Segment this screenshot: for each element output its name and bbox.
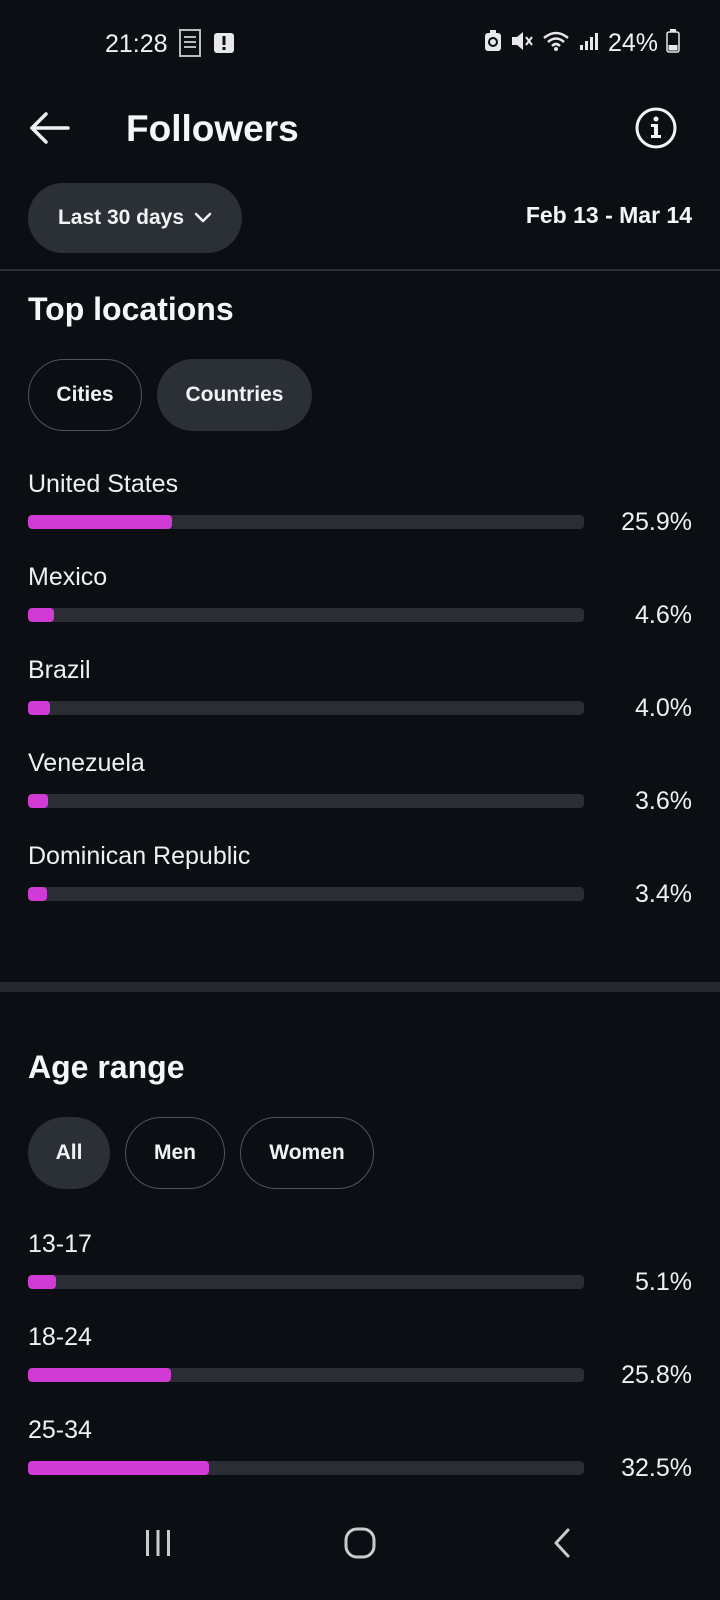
progress-fill	[28, 1461, 209, 1475]
progress-fill	[28, 515, 172, 529]
tab-cities[interactable]: Cities	[28, 359, 142, 431]
age-label: 18-24	[28, 1323, 92, 1351]
progress-track	[28, 1368, 584, 1382]
tab-men[interactable]: Men	[125, 1117, 225, 1189]
age-percentage: 25.8%	[621, 1361, 692, 1389]
age-range-title: Age range	[28, 1049, 185, 1085]
progress-track	[28, 887, 584, 901]
location-row: Brazil 4.0%	[28, 656, 692, 736]
progress-fill	[28, 887, 47, 901]
signal-icon	[578, 30, 600, 57]
age-row: 13-17 5.1%	[28, 1230, 692, 1310]
age-row: 25-34 32.5%	[28, 1416, 692, 1496]
status-time: 21:28	[105, 30, 168, 58]
recent-apps-icon	[146, 1530, 170, 1556]
age-percentage: 32.5%	[621, 1454, 692, 1482]
progress-fill	[28, 608, 54, 622]
location-label: Brazil	[28, 656, 91, 684]
location-percentage: 4.6%	[635, 601, 692, 629]
age-row: 18-24 25.8%	[28, 1323, 692, 1403]
tab-countries[interactable]: Countries	[157, 359, 312, 431]
battery-icon	[666, 29, 680, 58]
system-nav-bar	[0, 1484, 720, 1600]
mute-icon	[510, 30, 534, 57]
location-row: United States 25.9%	[28, 470, 692, 550]
progress-fill	[28, 1368, 172, 1382]
divider	[0, 269, 720, 271]
nav-back-button[interactable]	[532, 1518, 592, 1568]
location-label: United States	[28, 470, 179, 498]
location-label: Dominican Republic	[28, 842, 251, 870]
progress-track	[28, 608, 584, 622]
alert-icon	[213, 32, 235, 59]
back-button[interactable]	[24, 102, 76, 154]
wifi-icon	[542, 30, 570, 57]
app-header: Followers	[0, 92, 720, 182]
age-label: 13-17	[28, 1230, 92, 1258]
progress-fill	[28, 701, 51, 715]
arrow-left-icon	[30, 112, 70, 144]
age-percentage: 5.1%	[635, 1268, 692, 1296]
chevron-down-icon	[194, 212, 212, 223]
recent-apps-button[interactable]	[128, 1518, 188, 1568]
progress-track	[28, 701, 584, 715]
document-icon	[177, 28, 203, 63]
home-button[interactable]	[330, 1518, 390, 1568]
tab-women[interactable]: Women	[240, 1117, 374, 1189]
location-percentage: 3.6%	[635, 787, 692, 815]
progress-track	[28, 1275, 584, 1289]
battery-saver-icon	[484, 30, 502, 57]
location-percentage: 3.4%	[635, 880, 692, 908]
date-range-text: Feb 13 - Mar 14	[525, 202, 692, 228]
progress-fill	[28, 794, 49, 808]
location-row: Venezuela 3.6%	[28, 749, 692, 829]
tab-all[interactable]: All	[28, 1117, 110, 1189]
date-range-dropdown-label: Last 30 days	[57, 206, 185, 229]
location-row: Mexico 4.6%	[28, 563, 692, 643]
progress-fill	[28, 1275, 57, 1289]
age-label: 25-34	[28, 1416, 92, 1444]
progress-track	[28, 794, 584, 808]
location-percentage: 4.0%	[635, 694, 692, 722]
location-percentage: 25.9%	[621, 508, 692, 536]
back-icon	[554, 1528, 570, 1558]
battery-percentage: 24%	[607, 29, 658, 57]
page-title: Followers	[126, 108, 299, 149]
status-bar: 21:28 24%	[0, 0, 720, 92]
progress-track	[28, 515, 584, 529]
date-range-dropdown[interactable]: Last 30 days	[28, 183, 242, 253]
location-label: Mexico	[28, 563, 108, 591]
top-locations-title: Top locations	[28, 291, 234, 327]
home-icon	[344, 1527, 376, 1559]
info-button[interactable]	[624, 96, 688, 160]
info-icon	[635, 107, 677, 149]
section-divider	[0, 982, 720, 992]
progress-track	[28, 1461, 584, 1475]
location-label: Venezuela	[28, 749, 145, 777]
location-row: Dominican Republic 3.4%	[28, 842, 692, 922]
